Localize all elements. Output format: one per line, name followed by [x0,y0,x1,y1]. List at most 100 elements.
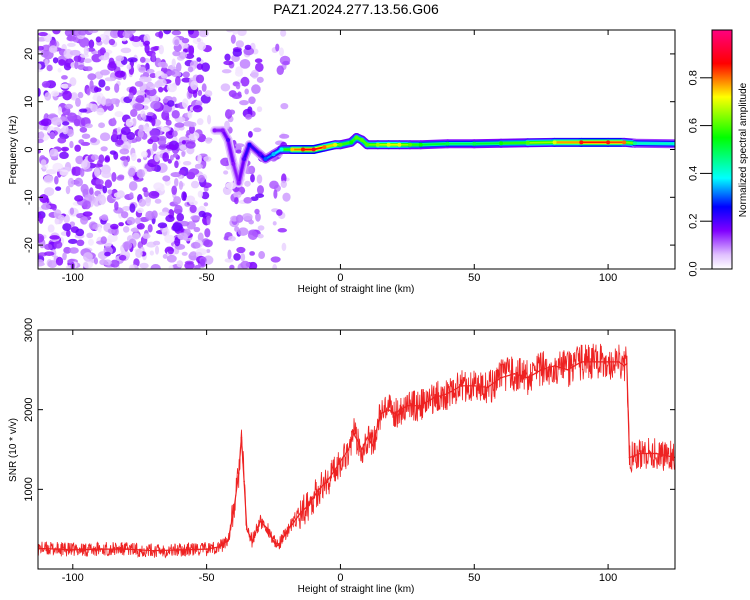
spectrogram-noise-blob [126,216,136,225]
spectrogram-noise-blob [244,180,251,187]
spectrogram-noise-blob [278,47,284,57]
spectrogram-noise-blob [128,264,135,269]
spectrogram-noise-blob [254,208,260,215]
spectrogram-noise-blob [122,226,130,233]
spectrogram-noise-blob [82,211,93,217]
spectrogram-noise-blob [152,240,161,246]
spectrogram-ridge-point [247,142,252,147]
spectrogram-noise-blob [39,193,49,203]
spectrogram-noise-blob [187,30,195,35]
spectrogram-noise-blob [80,160,91,170]
spectrogram-noise-blob [49,131,56,140]
spectrogram-ridge-point [258,152,263,157]
spectrogram-noise-blob [38,88,41,97]
spectrogram-noise-blob [118,254,127,261]
spectrogram-y-tick-label: 10 [23,96,35,108]
spectrogram-noise-blob [98,79,106,88]
snr-data-point [540,369,542,371]
spectrogram-noise-blob [168,265,174,269]
snr-data-point [617,361,620,363]
spectrogram-noise-blob [166,70,176,76]
spectrogram-noise-blob [71,166,82,177]
spectrogram-noise-blob [64,215,69,223]
chart-title: PAZ1.2024.277.13.56.G06 [273,1,439,17]
spectrogram-noise-blob [38,233,45,243]
spectrogram-noise-blob [181,151,186,158]
spectrogram-noise-blob [201,191,210,200]
spectrogram-noise-blob [197,41,207,51]
spectrogram-noise-blob [158,144,167,150]
spectrogram-noise-blob [69,140,74,149]
snr-data-point [71,549,74,551]
spectrogram-noise-blob [95,179,104,186]
spectrogram-noise-blob [276,65,284,75]
spectrogram-noise-blob [62,90,72,101]
snr-x-tick-label: 0 [337,572,343,584]
spectrogram-noise-blob [51,116,62,126]
spectrogram-noise-blob [86,88,91,96]
spectrogram-noise-blob [206,249,211,254]
spectrogram-noise-blob [112,129,118,139]
spectrogram-noise-blob [52,30,61,35]
spectrogram-noise-blob [96,107,105,116]
spectrogram-noise-blob [44,187,55,197]
spectrogram-noise-blob [203,255,214,265]
spectrogram-noise-blob [247,131,253,138]
spectrogram-noise-blob [129,192,134,199]
spectrogram-noise-blob [82,252,93,262]
spectrogram-ridge-point [579,140,584,145]
spectrogram-noise-blob [97,226,102,233]
spectrogram-noise-blob [276,209,283,216]
spectrogram-y-tick-label: -10 [23,189,35,205]
spectrogram-noise-blob [76,239,85,247]
spectrogram-noise-blob [182,71,190,78]
spectrogram-noise-blob [78,139,85,144]
snr-frame [37,329,676,570]
spectrogram-noise-blob [190,241,201,249]
spectrogram-noise-blob [270,256,281,263]
spectrogram-ridge-point [632,141,637,146]
spectrogram-noise-blob [77,64,86,70]
spectrogram-noise-blob [83,200,91,210]
spectrogram-noise-blob [188,46,195,56]
spectrogram-noise-blob [197,174,206,183]
snr-data-point [580,361,583,363]
spectrogram-noise-blob [181,251,188,256]
snr-data-point [307,504,310,507]
spectrogram-noise-blob [116,126,122,135]
spectrogram-noise-blob [181,98,189,109]
spectrogram-noise-blob [234,226,240,233]
snr-data-point [473,384,476,387]
spectrogram-noise-blob [44,59,49,67]
spectrogram-noise-blob [78,30,87,36]
spectrogram-noise-blob [225,181,237,190]
spectrogram-ridge-point [290,147,295,152]
spectrogram-noise-blob [111,117,116,126]
spectrogram-noise-blob [162,254,168,259]
spectrogram-noise-blob [196,57,202,62]
snr-data-point [379,412,382,415]
spectrogram-noise-blob [181,37,190,44]
spectrogram-noise-blob [251,84,261,95]
spectrogram-noise-blob [74,61,79,70]
spectrogram-noise-blob [87,238,94,246]
spectrogram-noise-blob [142,187,148,193]
snr-x-tick-label: 100 [599,572,617,584]
spectrogram-noise-blob [143,40,151,46]
spectrogram-ridge-point [242,157,247,162]
spectrogram-ridge-point [279,147,284,152]
spectrogram-noise-blob [281,242,287,252]
spectrogram-noise-blob [136,168,146,179]
spectrogram-ridge-point [365,142,370,147]
spectrogram-noise-blob [119,148,130,155]
spectrogram-noise-blob [57,137,67,144]
spectrogram-noise-blob [64,103,74,110]
spectrogram-noise-blob [150,100,161,110]
spectrogram-noise-blob [256,174,263,184]
spectrogram-noise-blob [51,204,57,211]
spectrogram-noise-blob [65,185,71,195]
spectrogram-noise-blob [189,251,196,257]
spectrogram-noise-blob [174,236,181,247]
spectrogram-noise-blob [84,66,93,72]
